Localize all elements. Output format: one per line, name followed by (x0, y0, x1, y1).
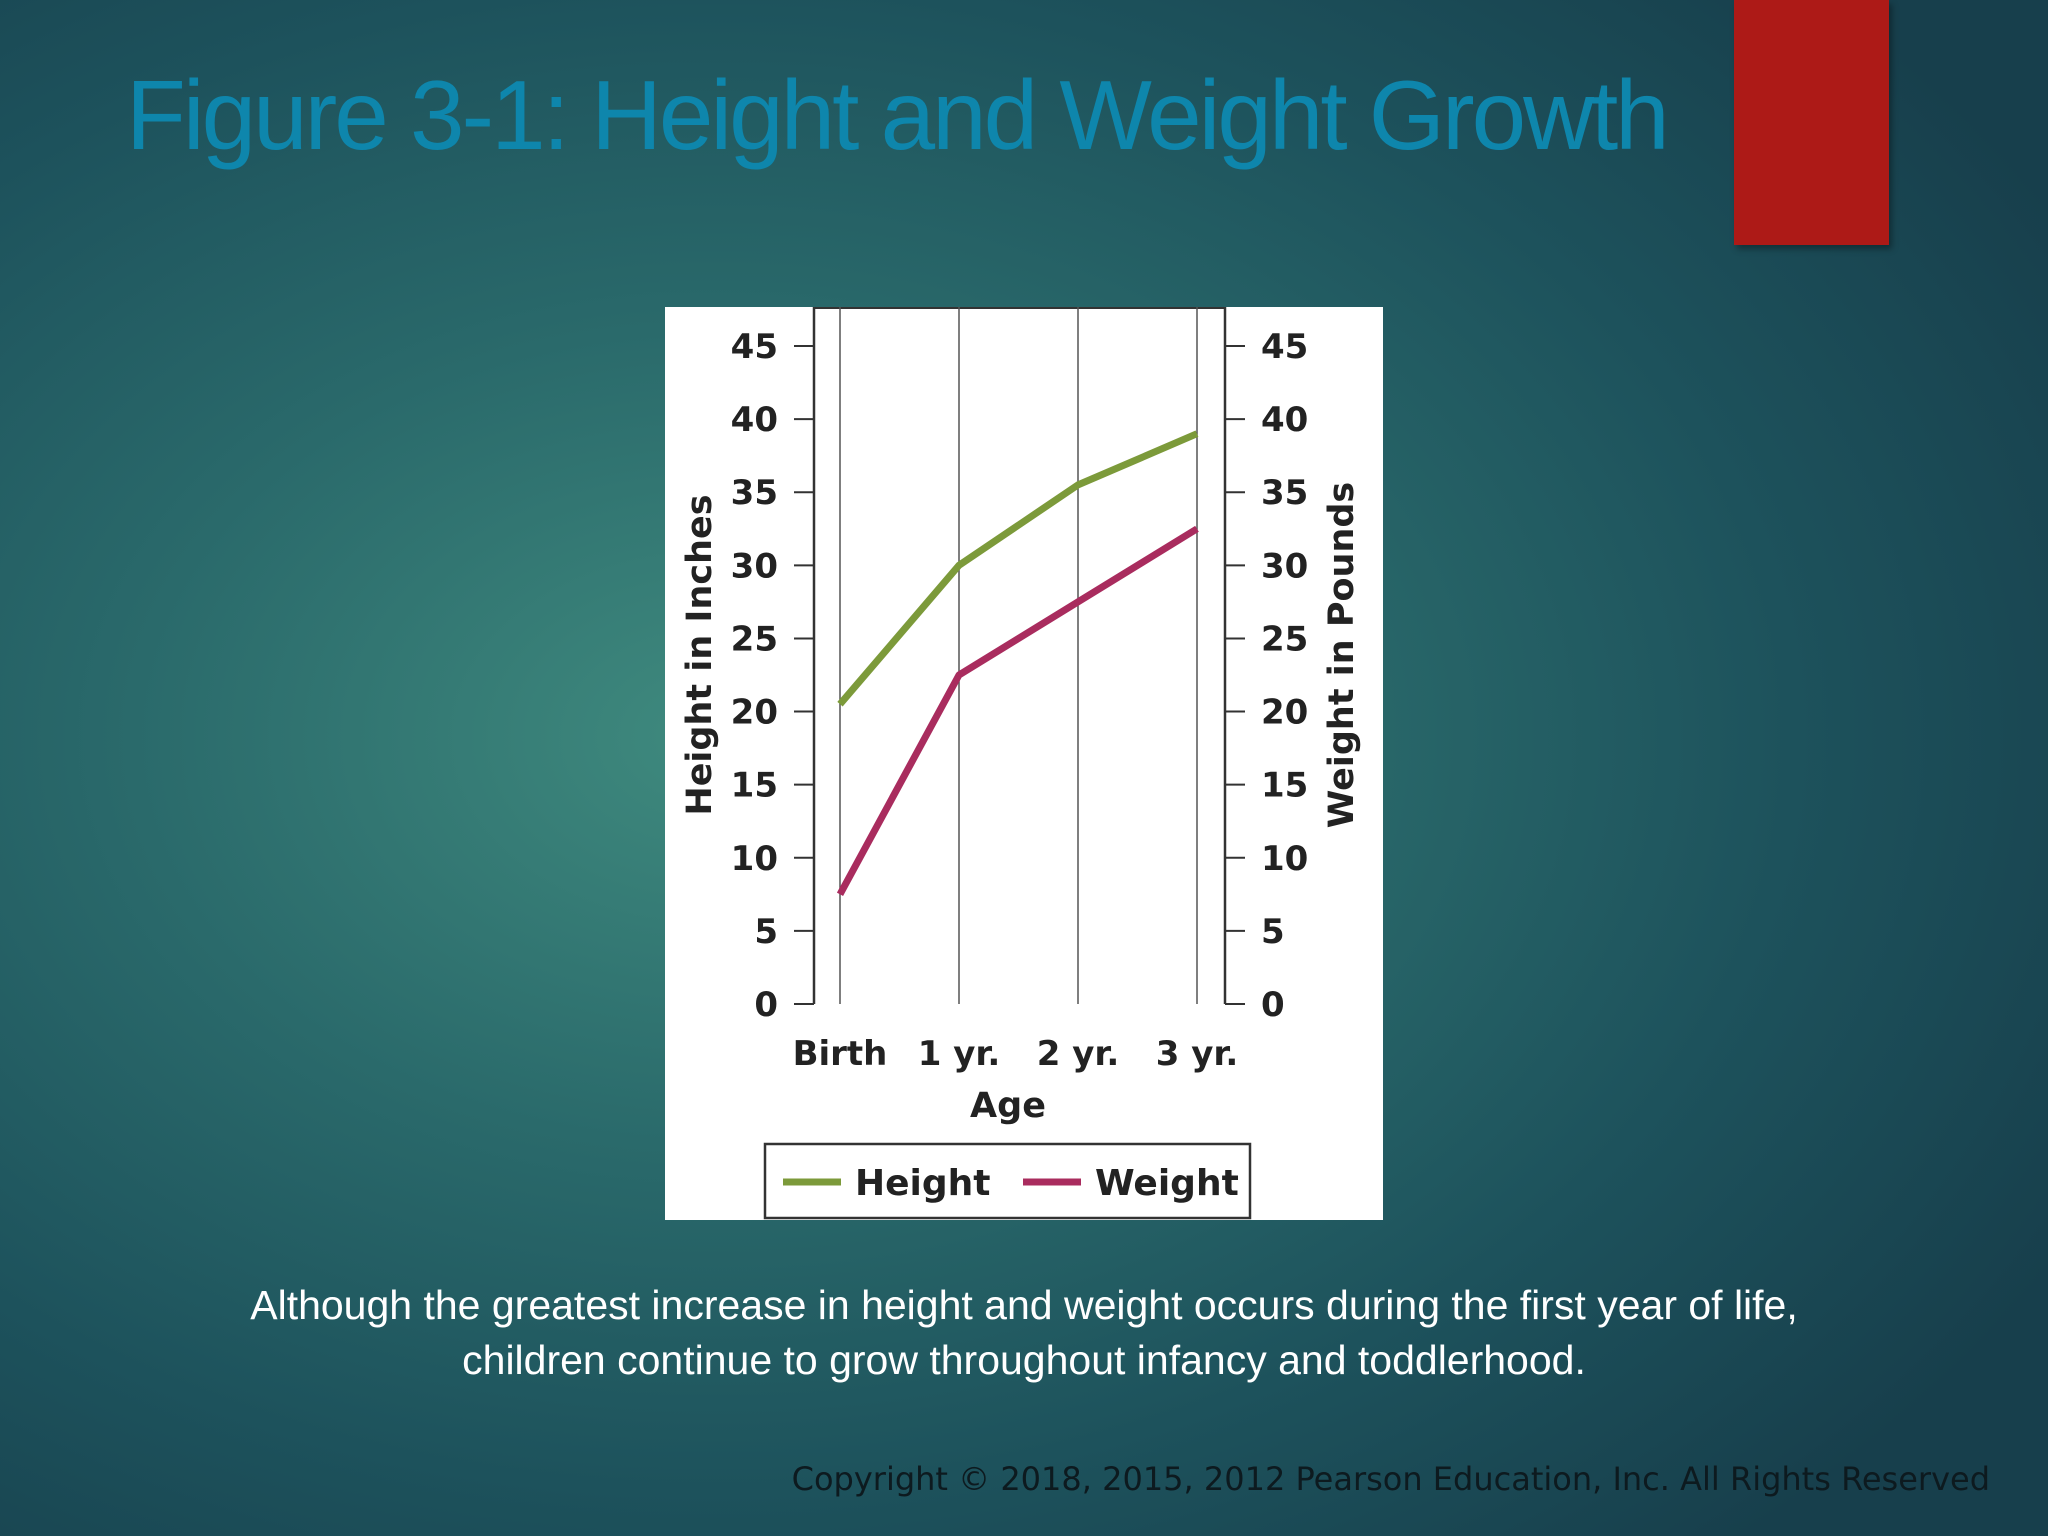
legend-label-weight: Weight (1095, 1163, 1239, 1204)
legend-box (763, 1142, 1252, 1220)
left-tick-label: 15 (731, 766, 778, 806)
x-axis-title: Age (970, 1086, 1046, 1126)
copyright-notice: Copyright © 2018, 2015, 2012 Pearson Edu… (791, 1460, 1990, 1498)
right-tick-label: 5 (1261, 912, 1285, 952)
legend-label-height: Height (855, 1163, 991, 1204)
slide-title: Figure 3-1: Height and Weight Growth (126, 60, 1670, 170)
left-tick-label: 20 (731, 693, 778, 733)
left-tick-label: 5 (754, 912, 778, 952)
slide-caption: Although the greatest increase in height… (100, 1278, 1948, 1388)
left-tick-label: 0 (754, 985, 778, 1025)
x-tick-label: 1 yr. (918, 1034, 1001, 1074)
x-tick-label: Birth (793, 1034, 888, 1074)
growth-chart: 0 0 5 5 10 10 15 15 20 20 25 25 30 30 35 35 40 40 45 45 Birt… (680, 307, 1362, 1220)
right-y-axis-title: Weight in Pounds (1322, 482, 1362, 829)
right-tick-label: 30 (1261, 546, 1308, 586)
right-tick-label: 40 (1261, 400, 1308, 440)
left-tick-label: 40 (731, 400, 778, 440)
caption-line-2: children continue to grow throughout inf… (462, 1337, 1586, 1383)
right-tick-label: 10 (1261, 839, 1308, 879)
left-y-axis-title: Height in Inches (680, 494, 720, 815)
left-tick-label: 25 (731, 619, 778, 659)
left-tick-label: 10 (731, 839, 778, 879)
right-tick-label: 25 (1261, 619, 1308, 659)
right-tick-label: 35 (1261, 473, 1308, 513)
right-tick-label: 15 (1261, 766, 1308, 806)
left-tick-label: 30 (731, 546, 778, 586)
right-tick-label: 20 (1261, 693, 1308, 733)
x-tick-label: 2 yr. (1037, 1034, 1120, 1074)
right-tick-label: 0 (1261, 985, 1285, 1025)
series-line-weight (836, 525, 1199, 896)
red-accent-bar (1734, 0, 1889, 245)
series-line-height (837, 430, 1199, 707)
x-tick-label: 3 yr. (1156, 1034, 1239, 1074)
left-tick-label: 45 (731, 327, 778, 367)
left-tick-label: 35 (731, 473, 778, 513)
caption-line-1: Although the greatest increase in height… (250, 1282, 1798, 1328)
right-tick-label: 45 (1261, 327, 1308, 367)
chart-panel: 0 0 5 5 10 10 15 15 20 20 25 25 30 30 35 35 40 40 45 45 Birt… (665, 307, 1383, 1220)
